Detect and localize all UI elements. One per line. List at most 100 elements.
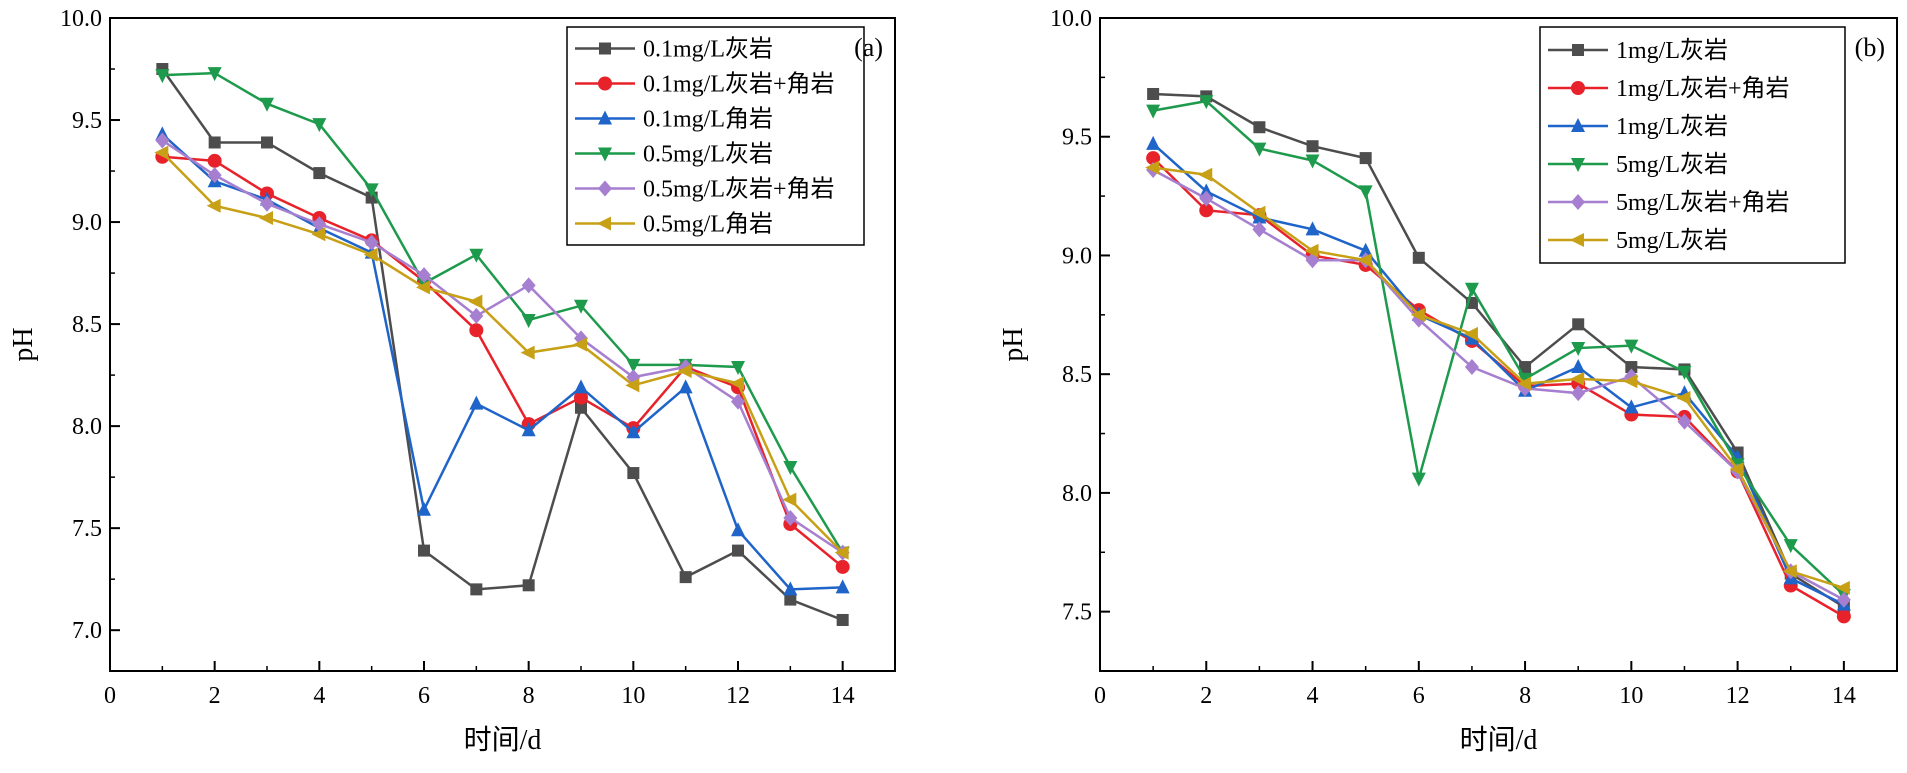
legend-marker	[598, 147, 612, 162]
data-point	[469, 395, 484, 410]
legend-marker	[1570, 233, 1584, 247]
data-point	[468, 294, 483, 309]
x-tick-label: 12	[726, 683, 750, 709]
data-point	[1625, 361, 1638, 374]
data-point	[1464, 282, 1479, 297]
data-point	[835, 559, 850, 574]
data-point	[1782, 564, 1797, 579]
y-tick-label: 9.5	[1062, 125, 1092, 151]
data-point	[1146, 151, 1161, 166]
data-point	[155, 132, 170, 149]
data-point	[731, 522, 745, 537]
data-point	[782, 492, 797, 507]
data-point	[731, 360, 745, 375]
data-point	[207, 67, 222, 82]
data-point	[470, 583, 483, 596]
x-tick-label: 14	[831, 683, 855, 709]
y-tick-label: 9.0	[72, 210, 102, 236]
y-tick-label: 8.5	[72, 312, 102, 338]
data-point	[364, 183, 379, 198]
data-point	[835, 579, 850, 594]
data-point	[1199, 183, 1214, 198]
data-point	[1835, 580, 1850, 595]
legend-marker	[1571, 194, 1585, 210]
legend-entry-label: 0.1mg/L角岩	[643, 106, 773, 133]
data-point	[521, 314, 536, 329]
data-point	[1410, 307, 1425, 322]
x-tick-label: 2	[209, 683, 221, 709]
data-point	[836, 613, 849, 626]
data-point	[1624, 339, 1639, 354]
data-point	[417, 501, 431, 516]
legend-entry-label: 5mg/L灰岩	[1616, 227, 1728, 254]
data-point	[731, 393, 745, 410]
data-point	[1146, 135, 1161, 150]
legend-entry-label: 0.5mg/L灰岩	[643, 141, 773, 168]
x-tick-label: 4	[1307, 683, 1319, 709]
data-point	[1677, 365, 1692, 380]
data-point	[574, 390, 588, 405]
data-point	[574, 299, 588, 314]
data-point	[1304, 243, 1319, 258]
data-point	[1571, 359, 1586, 374]
y-tick-label: 9.0	[1062, 243, 1092, 269]
data-point	[364, 234, 379, 251]
data-point	[469, 323, 484, 338]
series-line	[161, 151, 844, 554]
data-point	[1463, 326, 1478, 341]
data-point	[313, 167, 326, 180]
data-point	[1676, 390, 1691, 405]
legend-entry-label: 0.5mg/L角岩	[643, 211, 773, 238]
legend-entry-label: 1mg/L灰岩+角岩	[1616, 75, 1790, 102]
data-point	[1146, 104, 1161, 119]
data-point	[677, 364, 692, 379]
data-point	[311, 227, 326, 242]
series-line	[1152, 168, 1845, 601]
data-point	[259, 210, 273, 225]
legend-marker	[598, 110, 612, 125]
data-point	[1305, 154, 1320, 169]
legend-box	[1539, 26, 1846, 264]
data-point	[1677, 413, 1692, 430]
legend-entry-label: 0.5mg/L灰岩+角岩	[643, 176, 835, 203]
data-point	[312, 216, 327, 233]
chart-panel-b: 0 2 4 6 8 10 12 14 7.5 8.0 8.5 9.0 9.5 10.0 时间/d pH 1mg/…	[998, 6, 1898, 756]
x-axis-title: 时间/d	[464, 724, 542, 756]
data-point	[206, 198, 221, 213]
legend-entry-label: 0.1mg/L灰岩	[643, 36, 773, 63]
series-line	[162, 71, 844, 554]
data-point	[1252, 221, 1267, 238]
x-axis-title: 时间/d	[1460, 724, 1538, 756]
plot-frame	[109, 17, 896, 672]
data-point	[207, 167, 222, 184]
series-line	[162, 155, 844, 568]
data-point	[416, 280, 430, 295]
data-point	[730, 376, 744, 391]
data-point	[1198, 167, 1213, 182]
data-point	[678, 379, 693, 394]
data-point	[784, 593, 797, 606]
data-point	[732, 544, 744, 557]
data-point	[207, 153, 222, 168]
y-tick-label: 8.0	[1062, 481, 1092, 507]
legend-entry-label: 1mg/L灰岩	[1616, 37, 1728, 64]
y-axis-title: pH	[998, 327, 1029, 361]
data-point	[834, 545, 849, 560]
data-point	[521, 277, 536, 294]
legend-marker	[598, 76, 612, 91]
data-point	[1199, 203, 1214, 218]
y-tick-label: 8.5	[1062, 362, 1092, 388]
data-point	[783, 460, 798, 475]
series-line	[161, 139, 844, 554]
data-point	[469, 248, 484, 263]
y-tick-label: 7.5	[1062, 600, 1092, 626]
y-tick-label: 9.5	[72, 108, 102, 134]
data-point	[1145, 160, 1160, 175]
x-tick-label: 0	[1094, 683, 1106, 709]
data-point	[575, 401, 587, 414]
x-tick-label: 6	[418, 683, 430, 709]
data-point	[625, 378, 640, 393]
x-tick-label: 6	[1413, 683, 1425, 709]
y-tick-label: 10.0	[1050, 6, 1092, 32]
y-tick-label: 7.0	[72, 618, 102, 644]
